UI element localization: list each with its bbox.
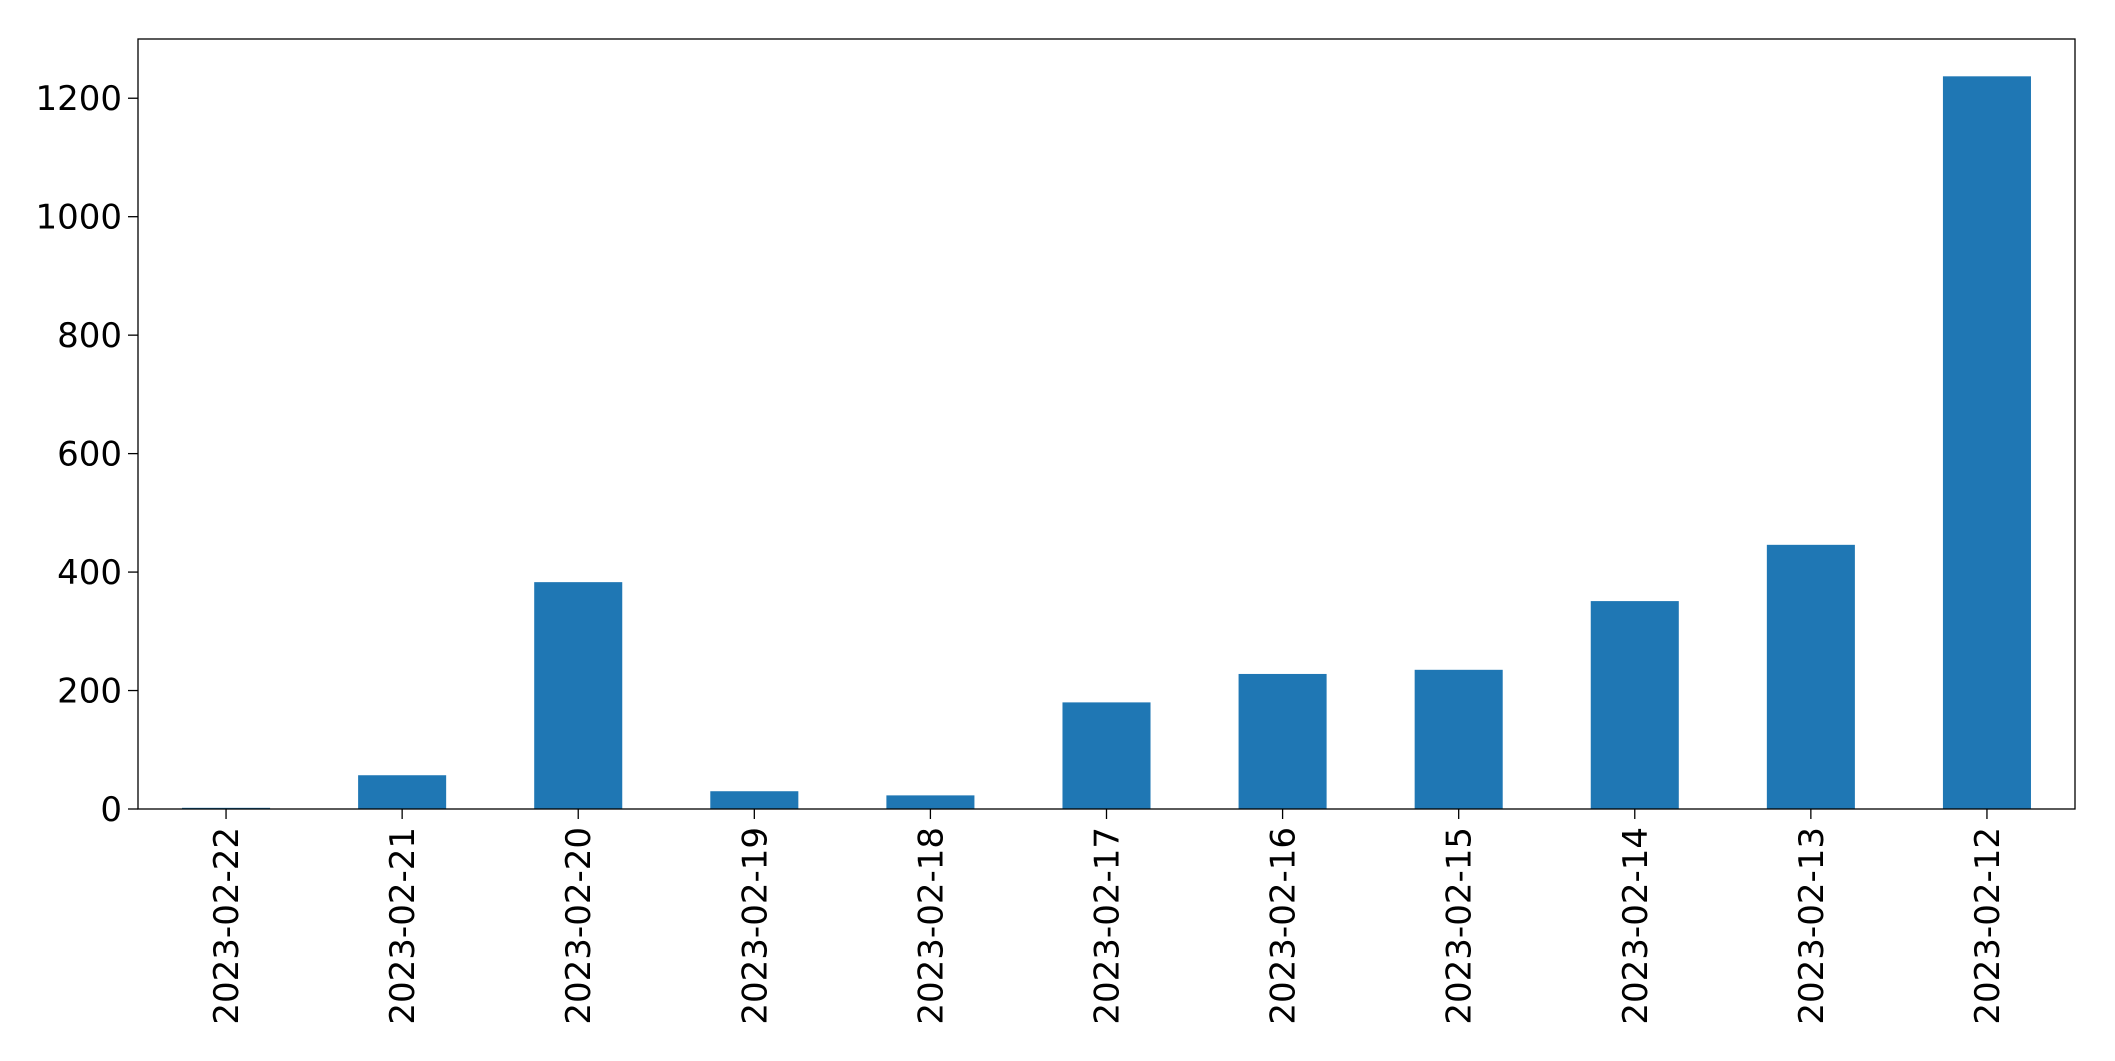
bar [1062, 702, 1151, 809]
x-tick-label: 2023-02-21 [383, 827, 423, 1025]
y-tick-label: 1200 [35, 79, 122, 119]
x-tick-label: 2023-02-14 [1616, 827, 1656, 1025]
bar [1414, 669, 1503, 809]
y-tick-label: 600 [57, 435, 122, 475]
bar [1238, 673, 1327, 809]
bar [358, 775, 447, 809]
x-tick-label: 2023-02-19 [735, 827, 775, 1025]
bar [886, 795, 975, 809]
x-tick-label: 2023-02-20 [559, 827, 599, 1025]
x-tick-label: 2023-02-12 [1968, 827, 2008, 1025]
y-tick-label: 400 [57, 553, 122, 593]
y-tick-label: 1000 [35, 198, 122, 238]
bar [534, 582, 623, 809]
y-tick-label: 800 [57, 316, 122, 356]
y-tick-label: 0 [100, 790, 122, 830]
bar [1590, 601, 1679, 809]
x-tick-label: 2023-02-15 [1440, 827, 1480, 1025]
x-tick-label: 2023-02-13 [1792, 827, 1832, 1025]
x-tick-label: 2023-02-18 [911, 827, 951, 1025]
plot-frame [137, 38, 2076, 810]
x-tick-label: 2023-02-17 [1088, 827, 1128, 1025]
bar [710, 791, 799, 809]
x-tick-label: 2023-02-22 [207, 827, 247, 1025]
y-tick-label: 200 [57, 672, 122, 712]
bar [1766, 544, 1855, 809]
x-tick-label: 2023-02-16 [1264, 827, 1304, 1025]
bar [1942, 76, 2031, 810]
